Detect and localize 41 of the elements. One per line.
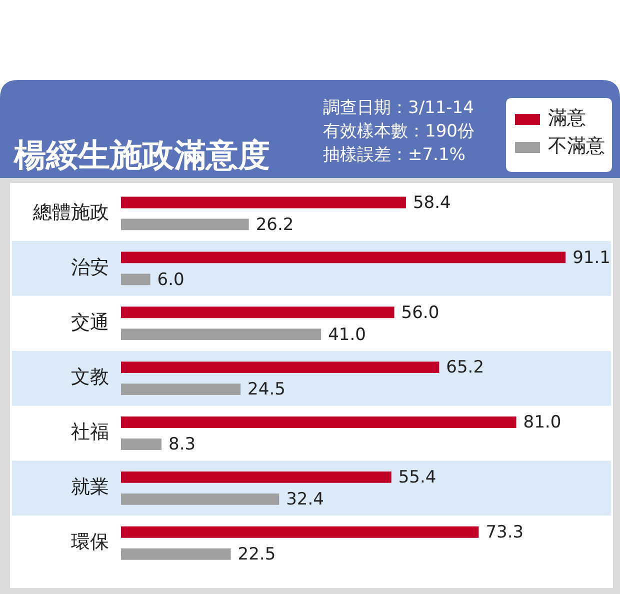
data-label: 6.0 <box>157 270 184 290</box>
bar <box>121 252 566 264</box>
data-label: 65.2 <box>446 358 484 378</box>
bar <box>121 384 241 396</box>
y-tick-label: 交通 <box>71 311 109 334</box>
bar <box>121 438 162 450</box>
data-label: 73.3 <box>486 522 524 543</box>
legend-label: 滿意 <box>548 106 586 129</box>
chart-title: 楊綏生施政滿意度 <box>13 136 270 174</box>
y-tick-label: 總體施政 <box>32 201 109 224</box>
y-tick-label: 就業 <box>71 476 109 498</box>
data-label: 81.0 <box>523 412 562 433</box>
bar <box>121 306 394 318</box>
bar <box>121 274 150 286</box>
data-label: 41.0 <box>328 324 366 345</box>
data-label: 58.4 <box>412 192 451 213</box>
text: 調查日期：3/11-14 <box>323 98 474 118</box>
bar <box>121 493 280 505</box>
bar <box>121 328 322 340</box>
text: 有效樣本數：190份 <box>323 122 474 142</box>
data-label: 8.3 <box>168 434 196 455</box>
data-label: 55.4 <box>398 468 436 488</box>
bar <box>121 218 249 230</box>
text: 抽樣誤差：±7.1% <box>323 145 466 165</box>
data-label: 91.1 <box>572 248 610 268</box>
legend-label: 不滿意 <box>548 134 605 157</box>
data-label: 22.5 <box>238 544 276 565</box>
y-tick-label: 環保 <box>71 531 109 554</box>
bar <box>121 362 440 374</box>
data-label: 32.4 <box>286 490 324 510</box>
bar <box>121 416 516 428</box>
data-label: 56.0 <box>401 302 440 323</box>
bar <box>121 471 392 483</box>
data-label: 26.2 <box>256 214 294 235</box>
y-tick-label: 文教 <box>71 366 109 388</box>
bar <box>121 548 231 560</box>
y-tick-label: 社福 <box>71 421 109 444</box>
bar <box>121 196 406 208</box>
y-tick-label: 治安 <box>71 256 109 278</box>
data-label: 24.5 <box>248 380 286 400</box>
bar <box>121 526 479 538</box>
